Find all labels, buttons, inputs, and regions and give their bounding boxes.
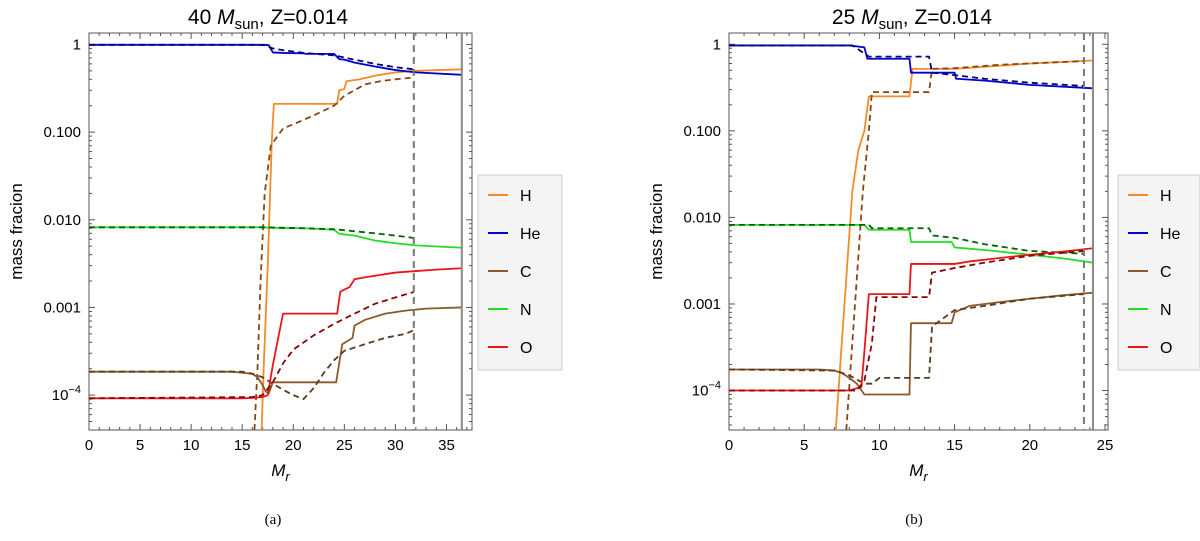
legend-label-o: O (1160, 340, 1172, 357)
x-tick-label: 10 (183, 437, 200, 454)
series-o-solid-line (729, 247, 1094, 392)
series-o-solid-line (89, 267, 462, 400)
x-tick-label: 20 (285, 437, 302, 454)
y-axis-label: mass fracion (7, 183, 26, 279)
y-axis-label: mass fracion (647, 183, 666, 279)
y-tick-label: 0.100 (683, 123, 721, 140)
y-tick-label: 0.010 (683, 209, 721, 226)
legend-label-h: H (520, 188, 532, 205)
series-he-dashed-line (729, 44, 1084, 87)
series-o-dashed-line (729, 250, 1085, 392)
series-h-solid-line (834, 59, 1094, 430)
x-tick-label: 20 (1021, 437, 1038, 454)
plot-frame (728, 32, 1109, 431)
series-c-dashed-line (89, 329, 415, 401)
series-h-dashed-line (845, 60, 1084, 430)
legend-label-n: N (1160, 302, 1172, 319)
y-tick-label: 10−4 (52, 384, 81, 404)
legend-label-he: He (1160, 226, 1181, 243)
series-n-dashed-line (729, 223, 1084, 255)
series-n-solid-line (729, 223, 1094, 264)
y-tick-label: 0.001 (683, 296, 721, 313)
x-axis-label: Mr (909, 461, 928, 484)
series-he-dashed-line (89, 43, 414, 71)
legend-label-n: N (520, 302, 532, 319)
series-n-solid-line (89, 226, 462, 249)
series-he-solid-line (89, 43, 462, 76)
legend-label-c: C (520, 264, 532, 281)
x-tick-label: 0 (725, 437, 733, 454)
legend-label-c: C (1160, 264, 1172, 281)
x-tick-label: 10 (871, 437, 888, 454)
legend-box (477, 174, 563, 371)
series-n-dashed-line (89, 226, 414, 239)
x-axis-label: Mr (271, 461, 290, 484)
series-he-solid-line (729, 44, 1094, 90)
x-tick-label: 15 (234, 437, 251, 454)
panel-caption: (a) (265, 512, 282, 528)
panel-caption: (b) (905, 512, 923, 528)
series-c-dashed-line (729, 293, 1085, 385)
legend-box (1117, 174, 1200, 371)
y-tick-label: 10−4 (692, 380, 721, 400)
legend: H He C N O (477, 174, 563, 371)
x-tick-label: 25 (336, 437, 353, 454)
chart-title: 25 Msun, Z=0.014 (832, 6, 993, 33)
x-tick-label: 30 (387, 437, 404, 454)
x-tick-label: 25 (1097, 437, 1114, 454)
panel-a: 40 Msun, Z=0.014 mass fracion Mr (a) 0 5 10 15 2… (7, 6, 563, 528)
y-tick-label: 1 (73, 36, 81, 53)
chart-title: 40 Msun, Z=0.014 (188, 6, 349, 33)
panel-b: 25 Msun, Z=0.014 mass fracion Mr (b) 0 5 10 15 2… (647, 6, 1200, 528)
x-tick-label: 15 (946, 437, 963, 454)
legend-label-h: H (1160, 188, 1172, 205)
x-tick-label: 5 (800, 437, 808, 454)
series-o-dashed-line (89, 291, 415, 400)
y-tick-label: 0.100 (43, 124, 81, 141)
x-tick-label: 0 (85, 437, 93, 454)
x-tick-label: 5 (136, 437, 144, 454)
plot-area (89, 43, 462, 430)
plot-area (729, 44, 1094, 430)
series-h-solid-line (260, 68, 462, 430)
legend: H He C N O (1117, 174, 1200, 371)
legend-label-he: He (520, 226, 541, 243)
x-tick-label: 35 (438, 437, 455, 454)
legend-label-o: O (520, 340, 532, 357)
y-tick-label: 0.010 (43, 212, 81, 229)
series-c-solid-line (729, 291, 1094, 396)
plot-frame (88, 32, 473, 431)
y-tick-label: 0.001 (43, 299, 81, 316)
y-tick-label: 1 (713, 36, 721, 53)
series-h-dashed-line (253, 76, 414, 430)
